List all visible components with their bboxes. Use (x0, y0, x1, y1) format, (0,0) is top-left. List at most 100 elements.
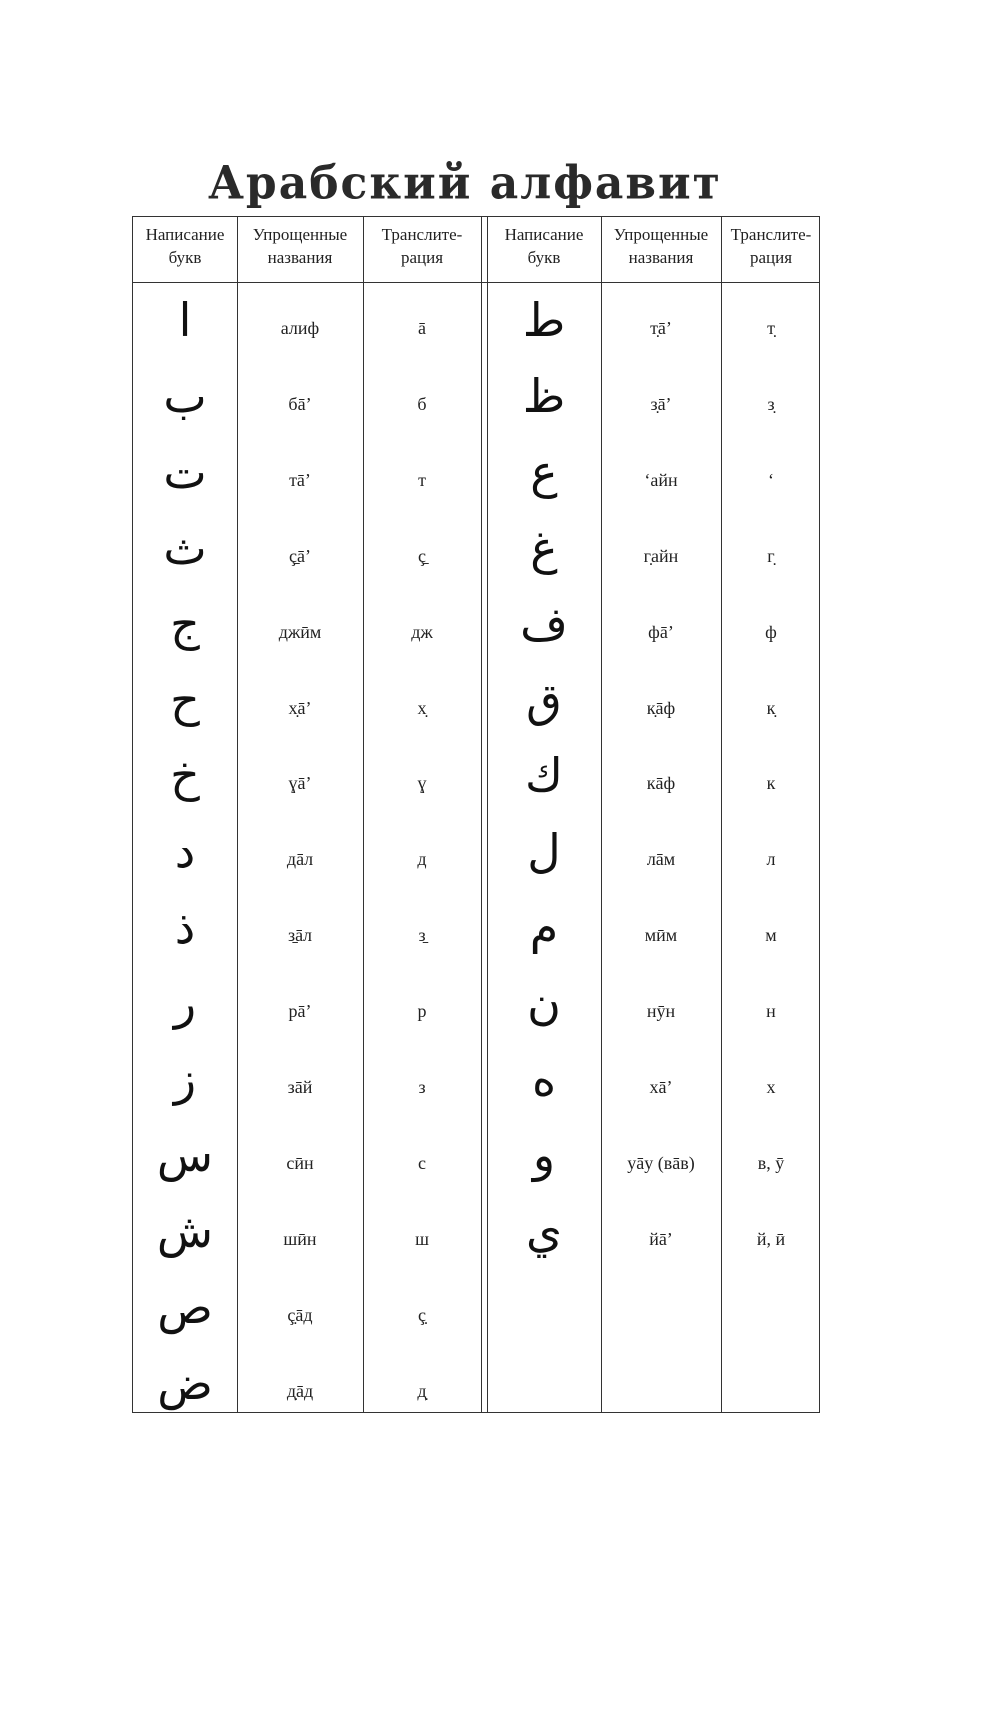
arabic-letter: ن (527, 976, 561, 1031)
letter-name: нӯн (646, 1001, 676, 1022)
letter-name: ɣā’ (288, 773, 312, 794)
arabic-letter: ذ (174, 900, 196, 955)
transliteration: ç̱ (418, 545, 426, 566)
transliteration: т̣ (767, 318, 775, 338)
transliteration: д̣ (417, 1380, 427, 1401)
transliteration: к (766, 773, 776, 794)
letter-name: з̱āл (287, 925, 313, 946)
letter-name: уāу (вāв) (627, 1152, 695, 1173)
letter-name: лāм (646, 849, 676, 870)
transliteration: з (418, 1077, 426, 1097)
arabic-letter: ق (526, 672, 562, 727)
letter-name: фā’ (648, 621, 674, 642)
column-divider (363, 217, 364, 1412)
column-header-line: Написание (504, 225, 584, 244)
column-header: Написание букв (487, 223, 601, 269)
arabic-letter: ز (173, 1052, 197, 1106)
arabic-letter: و (532, 1127, 556, 1182)
letter-name: зāй (287, 1077, 313, 1097)
arabic-letter: ض (157, 1355, 213, 1410)
column-divider (721, 217, 722, 1412)
letter-name: алиф (280, 318, 320, 338)
column-header-line: букв (168, 248, 202, 267)
arabic-letter: ل (527, 824, 561, 879)
transliteration: р (417, 1001, 427, 1022)
column-header-line: Упрощенные (613, 225, 709, 244)
letter-name: ç̱ā’ (289, 545, 311, 566)
arabic-letter: ص (157, 1279, 213, 1334)
column-header-line: рация (749, 248, 793, 267)
column-header-line: рация (400, 248, 444, 267)
arabic-letter: ب (163, 368, 207, 423)
column-header-line: названия (628, 248, 694, 267)
letter-name: дāл (286, 849, 314, 870)
arabic-letter: ت (163, 444, 207, 499)
transliteration: б (417, 393, 427, 414)
column-header: Транслите-рация (721, 223, 821, 269)
column-header: Транслите-рация (363, 223, 481, 269)
letter-name: т̣ā’ (650, 318, 672, 338)
transliteration: х̣ (417, 697, 427, 718)
arabic-letter: ي (525, 1203, 562, 1258)
transliteration: к̣ (766, 697, 776, 718)
transliteration: з̱ (418, 925, 426, 946)
transliteration: с (418, 1152, 426, 1173)
letter-name: ‘айн (644, 469, 678, 490)
column-header: Упрощенные названия (601, 223, 721, 269)
letter-name: йā’ (649, 1228, 673, 1249)
transliteration: т (418, 469, 426, 490)
arabic-letter: ف (520, 596, 568, 651)
transliteration: х (766, 1077, 776, 1097)
letter-name: рā’ (288, 1001, 312, 1022)
transliteration: ‘ (768, 469, 774, 490)
letter-name: сӣн (286, 1152, 314, 1173)
transliteration: д (417, 849, 427, 870)
column-divider (237, 217, 238, 1412)
arabic-letter: ر (173, 976, 197, 1031)
arabic-letter: ج (170, 596, 200, 651)
letter-name: кāф (646, 773, 676, 794)
arabic-letter: د (174, 824, 196, 879)
arabic-letter: ه (531, 1052, 557, 1106)
column-divider (487, 217, 488, 1412)
arabic-letter: ث (163, 520, 207, 575)
alphabet-table: Написание букв Упрощенные названия Транслите… (132, 216, 820, 1413)
letter-name: х̣ā’ (288, 697, 312, 718)
column-divider (481, 217, 482, 1412)
column-header-line: Написание (145, 225, 225, 244)
arabic-letter: ح (170, 672, 200, 727)
transliteration: л (766, 849, 776, 870)
letter-name: з̣ā’ (650, 393, 672, 414)
letter-name: хā’ (649, 1077, 673, 1097)
column-header: Упрощенные названия (237, 223, 363, 269)
transliteration: з̣ (767, 393, 775, 414)
arabic-letter: ظ (522, 368, 566, 423)
column-header-line: названия (267, 248, 333, 267)
transliteration: й, ӣ (756, 1228, 786, 1249)
letter-name: бā’ (288, 393, 312, 414)
arabic-letter: خ (170, 748, 200, 803)
transliteration: дж (411, 621, 433, 642)
arabic-letter: م (529, 900, 559, 955)
arabic-letter: ك (525, 748, 563, 803)
header-divider (133, 282, 819, 283)
transliteration: м (765, 925, 777, 946)
column-header-line: букв (527, 248, 561, 267)
arabic-letter: غ (530, 520, 558, 575)
transliteration: ā (418, 318, 426, 338)
letter-name: джӣм (278, 621, 322, 642)
column-header-line: Упрощенные (252, 225, 348, 244)
letter-name: д̣āд (286, 1380, 314, 1401)
column-header-line: Транслите- (730, 225, 812, 244)
transliteration: н (766, 1001, 776, 1022)
transliteration: г̣ (767, 545, 775, 566)
letter-name: шӣн (283, 1228, 317, 1249)
column-header: Написание букв (133, 223, 237, 269)
column-header-line: Транслите- (381, 225, 463, 244)
transliteration: ф (765, 621, 777, 642)
arabic-letter: ع (530, 444, 558, 499)
arabic-letter: ا (178, 293, 192, 347)
transliteration: ɣ (417, 773, 427, 794)
page-title: Арабский алфавит (208, 156, 722, 211)
transliteration: ç̣ (418, 1304, 426, 1325)
